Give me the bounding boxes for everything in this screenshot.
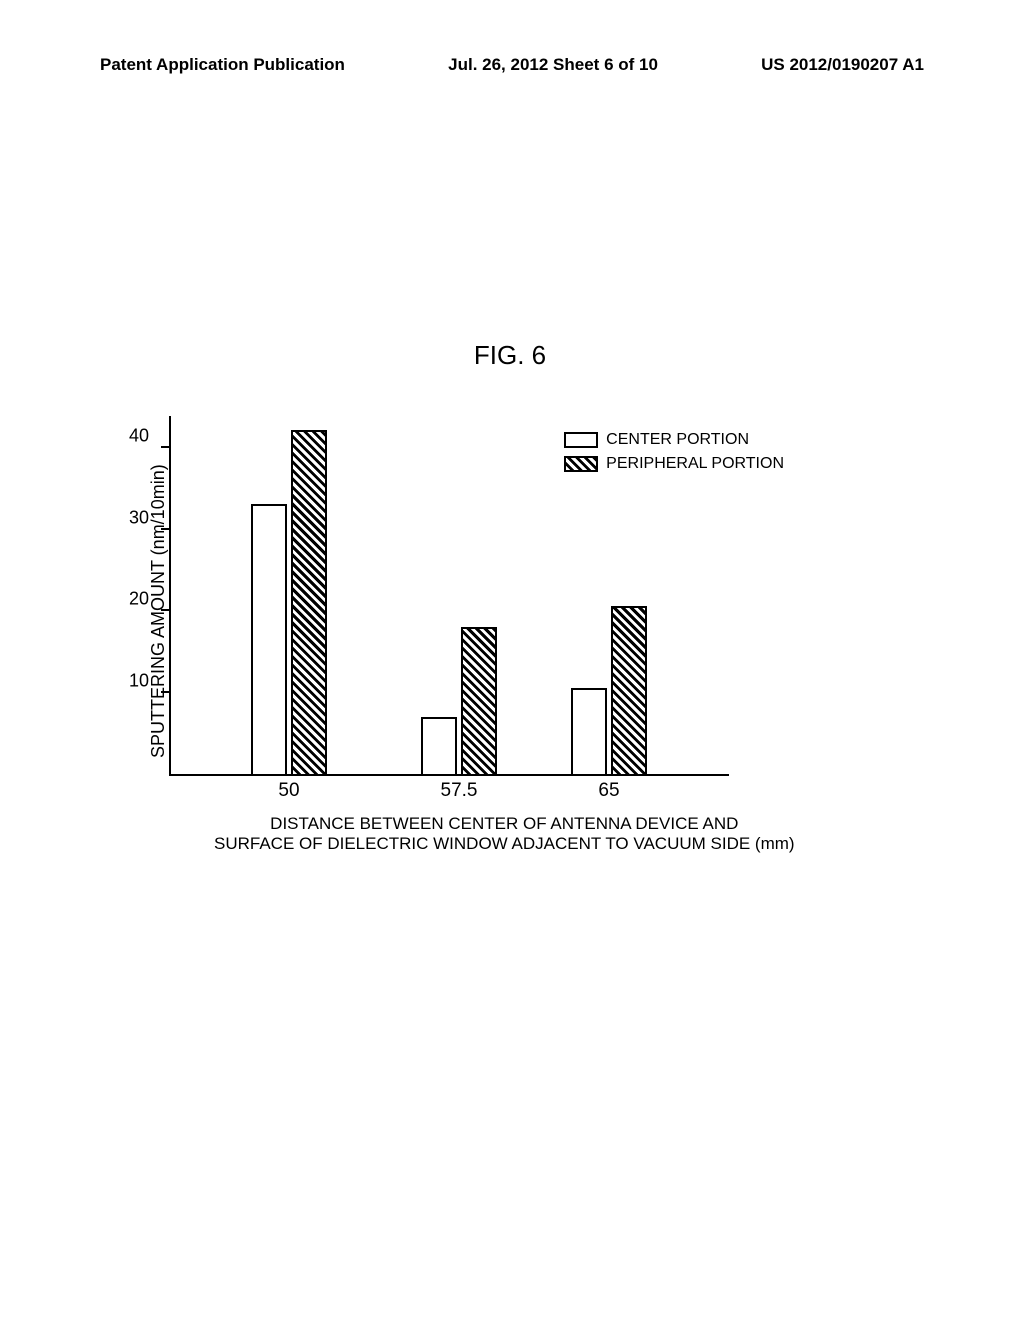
bar-center bbox=[571, 688, 607, 774]
y-tick-label: 40 bbox=[129, 425, 149, 446]
y-tick-label: 10 bbox=[129, 671, 149, 692]
legend-swatch-center bbox=[564, 432, 598, 448]
header-right: US 2012/0190207 A1 bbox=[761, 55, 924, 75]
legend-item-peripheral: PERIPHERAL PORTION bbox=[564, 455, 784, 473]
legend-label-peripheral: PERIPHERAL PORTION bbox=[606, 455, 784, 473]
chart-wrapper: SPUTTERING AMOUNT (nm/10min) CENTER PORT… bbox=[140, 416, 880, 855]
chart-area: CENTER PORTION PERIPHERAL PORTION 102030… bbox=[169, 416, 795, 855]
y-tick-label: 30 bbox=[129, 507, 149, 528]
chart-legend: CENTER PORTION PERIPHERAL PORTION bbox=[564, 431, 784, 479]
bar-peripheral bbox=[611, 606, 647, 774]
bar-chart-plot: CENTER PORTION PERIPHERAL PORTION 102030… bbox=[169, 416, 729, 776]
y-tick bbox=[161, 446, 171, 448]
header-left: Patent Application Publication bbox=[100, 55, 345, 75]
y-tick-label: 20 bbox=[129, 589, 149, 610]
figure-container: FIG. 6 SPUTTERING AMOUNT (nm/10min) CENT… bbox=[140, 340, 880, 855]
bar-center bbox=[251, 504, 287, 774]
header-center: Jul. 26, 2012 Sheet 6 of 10 bbox=[448, 55, 658, 75]
figure-title: FIG. 6 bbox=[140, 340, 880, 371]
y-tick bbox=[161, 609, 171, 611]
y-tick bbox=[161, 528, 171, 530]
legend-item-center: CENTER PORTION bbox=[564, 431, 784, 449]
y-tick bbox=[161, 691, 171, 693]
x-axis-label: DISTANCE BETWEEN CENTER OF ANTENNA DEVIC… bbox=[214, 814, 795, 855]
legend-swatch-peripheral bbox=[564, 456, 598, 472]
bar-peripheral bbox=[461, 627, 497, 774]
x-tick-label: 65 bbox=[598, 780, 619, 802]
bar-center bbox=[421, 717, 457, 774]
bar-group bbox=[251, 430, 327, 774]
legend-label-center: CENTER PORTION bbox=[606, 431, 749, 449]
x-axis-label-line2: SURFACE OF DIELECTRIC WINDOW ADJACENT TO… bbox=[214, 834, 795, 854]
x-tick-label: 57.5 bbox=[441, 780, 478, 802]
x-axis-label-line1: DISTANCE BETWEEN CENTER OF ANTENNA DEVIC… bbox=[214, 814, 795, 834]
page-header: Patent Application Publication Jul. 26, … bbox=[0, 55, 1024, 75]
bar-group bbox=[421, 627, 497, 774]
bar-group bbox=[571, 606, 647, 774]
bar-peripheral bbox=[291, 430, 327, 774]
x-tick-label: 50 bbox=[278, 780, 299, 802]
